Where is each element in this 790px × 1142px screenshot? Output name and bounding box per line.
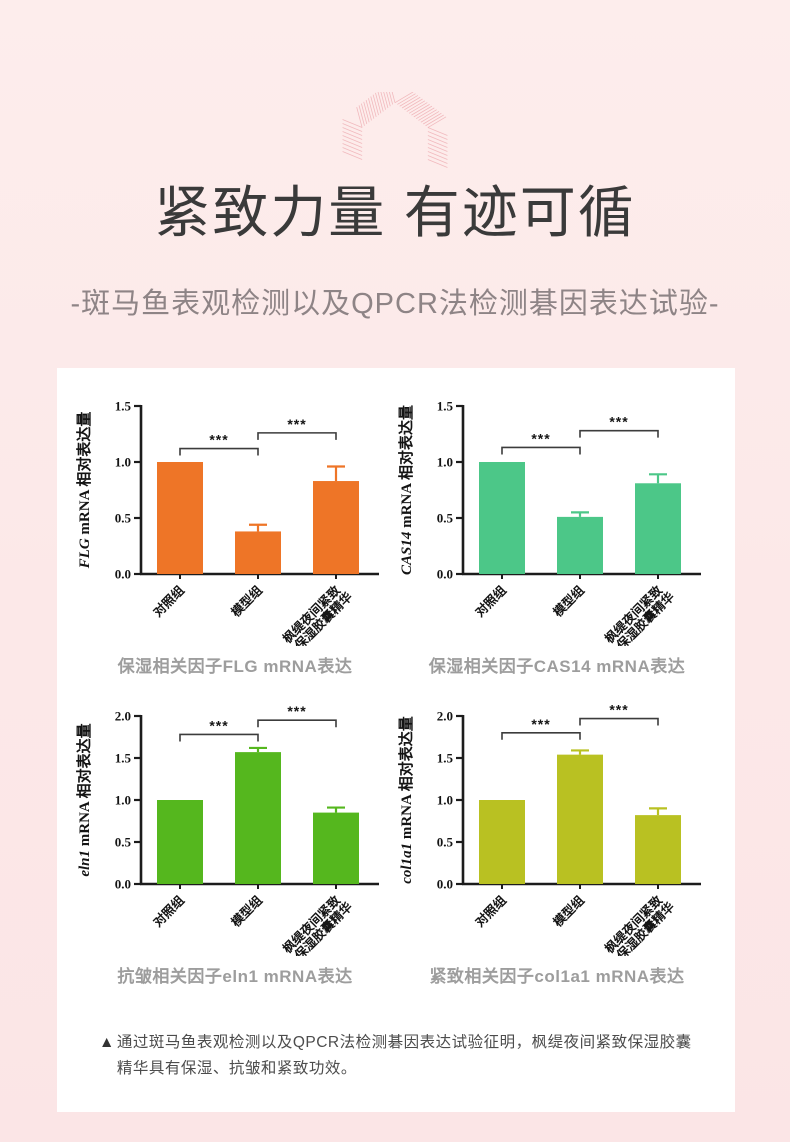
svg-text:2.0: 2.0 <box>437 709 453 724</box>
col1a1-bar-chart: 0.0 0.5 1.0 1.5 2.0 对照组 模型组 枫缇夜间紧致保湿胶囊精华 *** *** c… <box>397 702 701 956</box>
conclusion-note: ▲ 通过斑马鱼表观检测以及QPCR法检测碁因表达试验征明，枫缇夜间紧致保湿胶囊精… <box>99 1030 699 1083</box>
svg-text:FLG mRNA 相对表达量: FLG mRNA 相对表达量 <box>75 412 93 570</box>
svg-text:枫缇夜间紧致保湿胶囊精华: 枫缇夜间紧致保湿胶囊精华 <box>601 889 677 956</box>
svg-text:0.5: 0.5 <box>437 511 454 526</box>
svg-text:1.5: 1.5 <box>115 399 132 414</box>
svg-text:1.0: 1.0 <box>115 455 131 470</box>
svg-text:***: *** <box>531 716 550 732</box>
svg-text:模型组: 模型组 <box>550 892 587 929</box>
svg-text:eln1 mRNA 相对表达量: eln1 mRNA 相对表达量 <box>75 723 93 876</box>
svg-text:***: *** <box>609 414 628 430</box>
svg-text:对照组: 对照组 <box>150 892 187 929</box>
col1a1-chart-caption: 紧致相关因子col1a1 mRNA表达 <box>429 967 685 986</box>
svg-text:***: *** <box>531 430 550 446</box>
cas14-chart-caption: 保湿相关因子CAS14 mRNA表达 <box>428 657 686 676</box>
svg-text:0.5: 0.5 <box>437 835 454 850</box>
svg-text:0.0: 0.0 <box>437 567 453 582</box>
svg-text:0.5: 0.5 <box>115 511 132 526</box>
svg-text:1.5: 1.5 <box>115 751 132 766</box>
flg-bar-chart: 0.0 0.5 1.0 1.5 对照组 模型组 枫缇夜间紧致保湿胶囊精华 *** *** FLG … <box>75 399 379 646</box>
page-subtitle: -斑马鱼表观检测以及QPCR法检测碁因表达试验- <box>70 288 720 320</box>
svg-text:0.0: 0.0 <box>115 567 131 582</box>
svg-text:1.0: 1.0 <box>437 455 453 470</box>
svg-text:0.0: 0.0 <box>115 877 131 892</box>
svg-text:对照组: 对照组 <box>150 582 187 619</box>
triangle-marker-icon: ▲ <box>99 1034 115 1051</box>
svg-text:CAS14 mRNA 相对表达量: CAS14 mRNA 相对表达量 <box>397 405 415 575</box>
svg-text:0.0: 0.0 <box>437 877 453 892</box>
svg-text:1.5: 1.5 <box>437 751 454 766</box>
conclusion-note-text: 通过斑马鱼表观检测以及QPCR法检测碁因表达试验征明，枫缇夜间紧致保湿胶囊精华具… <box>116 1034 692 1078</box>
svg-text:1.5: 1.5 <box>437 399 454 414</box>
svg-text:对照组: 对照组 <box>472 892 509 929</box>
svg-text:模型组: 模型组 <box>550 582 587 619</box>
svg-text:col1a1 mRNA 相对表达量: col1a1 mRNA 相对表达量 <box>397 716 415 884</box>
svg-text:枫缇夜间紧致保湿胶囊精华: 枫缇夜间紧致保湿胶囊精华 <box>279 579 355 646</box>
flg-chart-caption: 保湿相关因子FLG mRNA表达 <box>117 657 353 676</box>
svg-text:***: *** <box>609 702 628 718</box>
svg-text:***: *** <box>209 432 228 448</box>
svg-text:模型组: 模型组 <box>228 892 265 929</box>
svg-text:枫缇夜间紧致保湿胶囊精华: 枫缇夜间紧致保湿胶囊精华 <box>601 579 677 646</box>
house-rays-icon <box>342 92 448 168</box>
svg-text:枫缇夜间紧致保湿胶囊精华: 枫缇夜间紧致保湿胶囊精华 <box>279 889 355 956</box>
svg-text:2.0: 2.0 <box>115 709 131 724</box>
page-title: 紧致力量 有迹可循 <box>154 181 636 244</box>
svg-text:模型组: 模型组 <box>228 582 265 619</box>
svg-text:***: *** <box>287 703 306 719</box>
eln1-chart-caption: 抗皱相关因子eln1 mRNA表达 <box>117 967 353 986</box>
svg-text:***: *** <box>209 717 228 733</box>
svg-text:0.5: 0.5 <box>115 835 132 850</box>
svg-text:1.0: 1.0 <box>437 793 453 808</box>
svg-text:***: *** <box>287 416 306 432</box>
svg-text:1.0: 1.0 <box>115 793 131 808</box>
charts-card: 0.0 0.5 1.0 1.5 对照组 模型组 枫缇夜间紧致保湿胶囊精华 *** *** FLG … <box>57 368 735 1112</box>
cas14-bar-chart: 0.0 0.5 1.0 1.5 对照组 模型组 枫缇夜间紧致保湿胶囊精华 *** *** CAS1… <box>397 399 701 646</box>
eln1-bar-chart: 0.0 0.5 1.0 1.5 2.0 对照组 模型组 枫缇夜间紧致保湿胶囊精华 *** *** e… <box>75 703 379 956</box>
svg-text:对照组: 对照组 <box>472 582 509 619</box>
